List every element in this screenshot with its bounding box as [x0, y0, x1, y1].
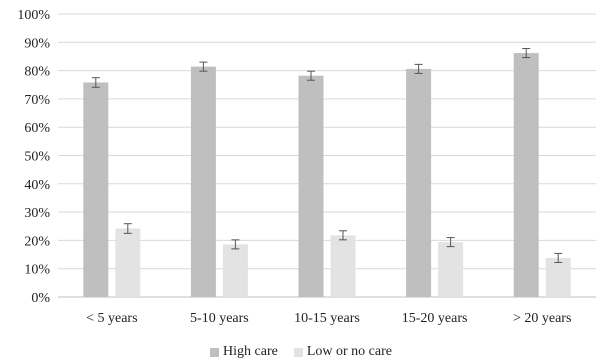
x-axis-ticks: < 5 years 5-10 years 10-15 years 15-20 year…: [86, 311, 571, 326]
legend-label-low-or-no-care: Low or no care: [306, 344, 392, 359]
bar-chart: 0% 10% 20% 30% 40% 50% 60% 70% 80% 90% 100% < 5 ye…: [17, 8, 596, 326]
legend-item-low-or-no-care: Low or no care: [293, 344, 392, 360]
x-tick-label: 10-15 years: [294, 311, 360, 326]
bar-high-care: [406, 68, 432, 297]
legend: High care Low or no care: [0, 342, 602, 362]
legend-item-high-care: High care: [210, 344, 278, 360]
bar-low-or-no-care: [438, 242, 464, 297]
bar-high-care: [298, 75, 324, 297]
y-tick-label: 20%: [24, 234, 50, 249]
legend-swatch-low-or-no-care: [293, 347, 303, 357]
y-tick-label: 40%: [24, 178, 50, 193]
bars: [83, 53, 571, 298]
y-tick-label: 100%: [17, 8, 50, 23]
bar-high-care: [190, 66, 216, 297]
gridlines: [58, 13, 596, 298]
x-tick-label: < 5 years: [86, 311, 137, 326]
bar-high-care: [513, 53, 539, 297]
y-tick-label: 70%: [24, 93, 50, 108]
y-tick-label: 50%: [24, 150, 50, 165]
y-tick-label: 60%: [24, 121, 50, 136]
x-tick-label: 15-20 years: [402, 311, 468, 326]
error-bars: [91, 48, 563, 263]
bar-low-or-no-care: [545, 257, 571, 297]
bar-low-or-no-care: [115, 228, 141, 297]
y-tick-label: 30%: [24, 206, 50, 221]
legend-swatch-high-care: [210, 347, 220, 357]
bar-low-or-no-care: [222, 244, 248, 297]
y-axis-ticks: 0% 10% 20% 30% 40% 50% 60% 70% 80% 90% 100%: [17, 8, 50, 306]
bar-low-or-no-care: [330, 235, 356, 297]
bar-high-care: [83, 82, 109, 298]
y-tick-label: 90%: [24, 36, 50, 51]
y-tick-label: 0%: [31, 291, 50, 306]
legend-label-high-care: High care: [223, 344, 278, 359]
x-tick-label: > 20 years: [513, 311, 571, 326]
y-tick-label: 80%: [24, 65, 50, 80]
y-tick-label: 10%: [24, 263, 50, 278]
x-tick-label: 5-10 years: [190, 311, 249, 326]
